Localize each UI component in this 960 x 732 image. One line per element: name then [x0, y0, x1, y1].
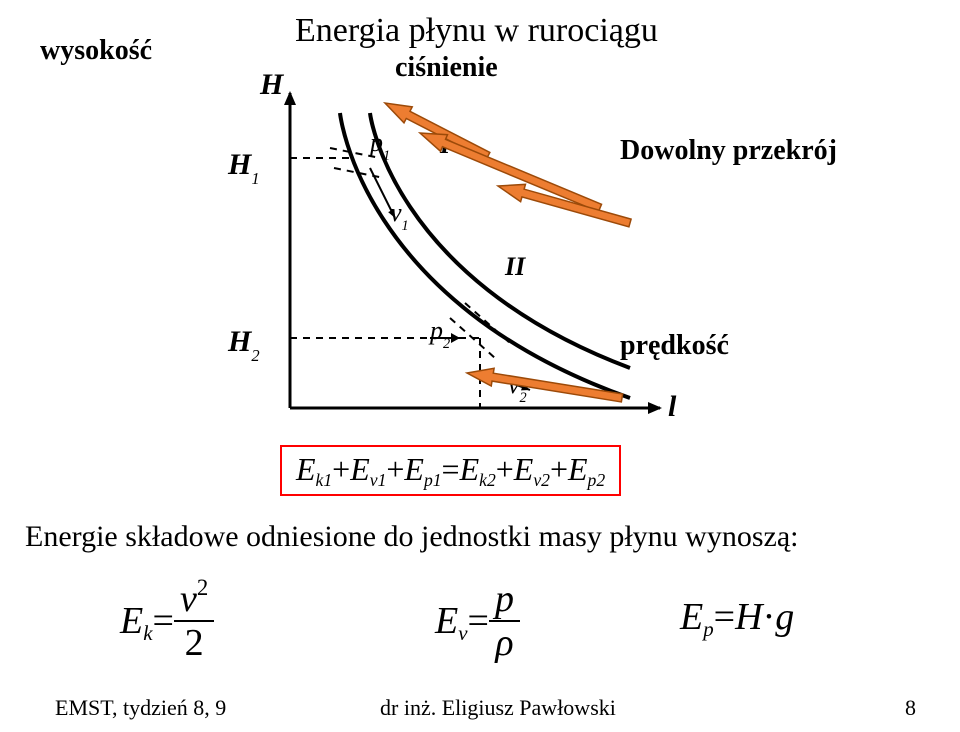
pointer-arrows-layer [220, 78, 860, 458]
label-height: wysokość [40, 35, 152, 67]
eq-Ep: Ep = H · g [680, 595, 794, 639]
title-main: Energia płynu w rurociągu [295, 12, 658, 50]
eq-Ek: Ek = v2 2 [120, 580, 214, 662]
footer-page-number: 8 [905, 695, 916, 721]
footer-center: dr inż. Eligiusz Pawłowski [380, 695, 616, 721]
footer-left: EMST, tydzień 8, 9 [55, 695, 226, 721]
eq-Ev: Ev = p ρ [435, 580, 520, 662]
body-text: Energie składowe odniesione do jednostki… [25, 520, 798, 554]
page-root: { "title_main": "Energia płynu w rurocią… [0, 0, 960, 732]
conservation-equation-content: Ek1 + Ev1 + Ep1 = Ek2 + Ev2 + Ep2 [296, 451, 605, 488]
conservation-equation: Ek1 + Ev1 + Ep1 = Ek2 + Ev2 + Ep2 [280, 445, 621, 496]
